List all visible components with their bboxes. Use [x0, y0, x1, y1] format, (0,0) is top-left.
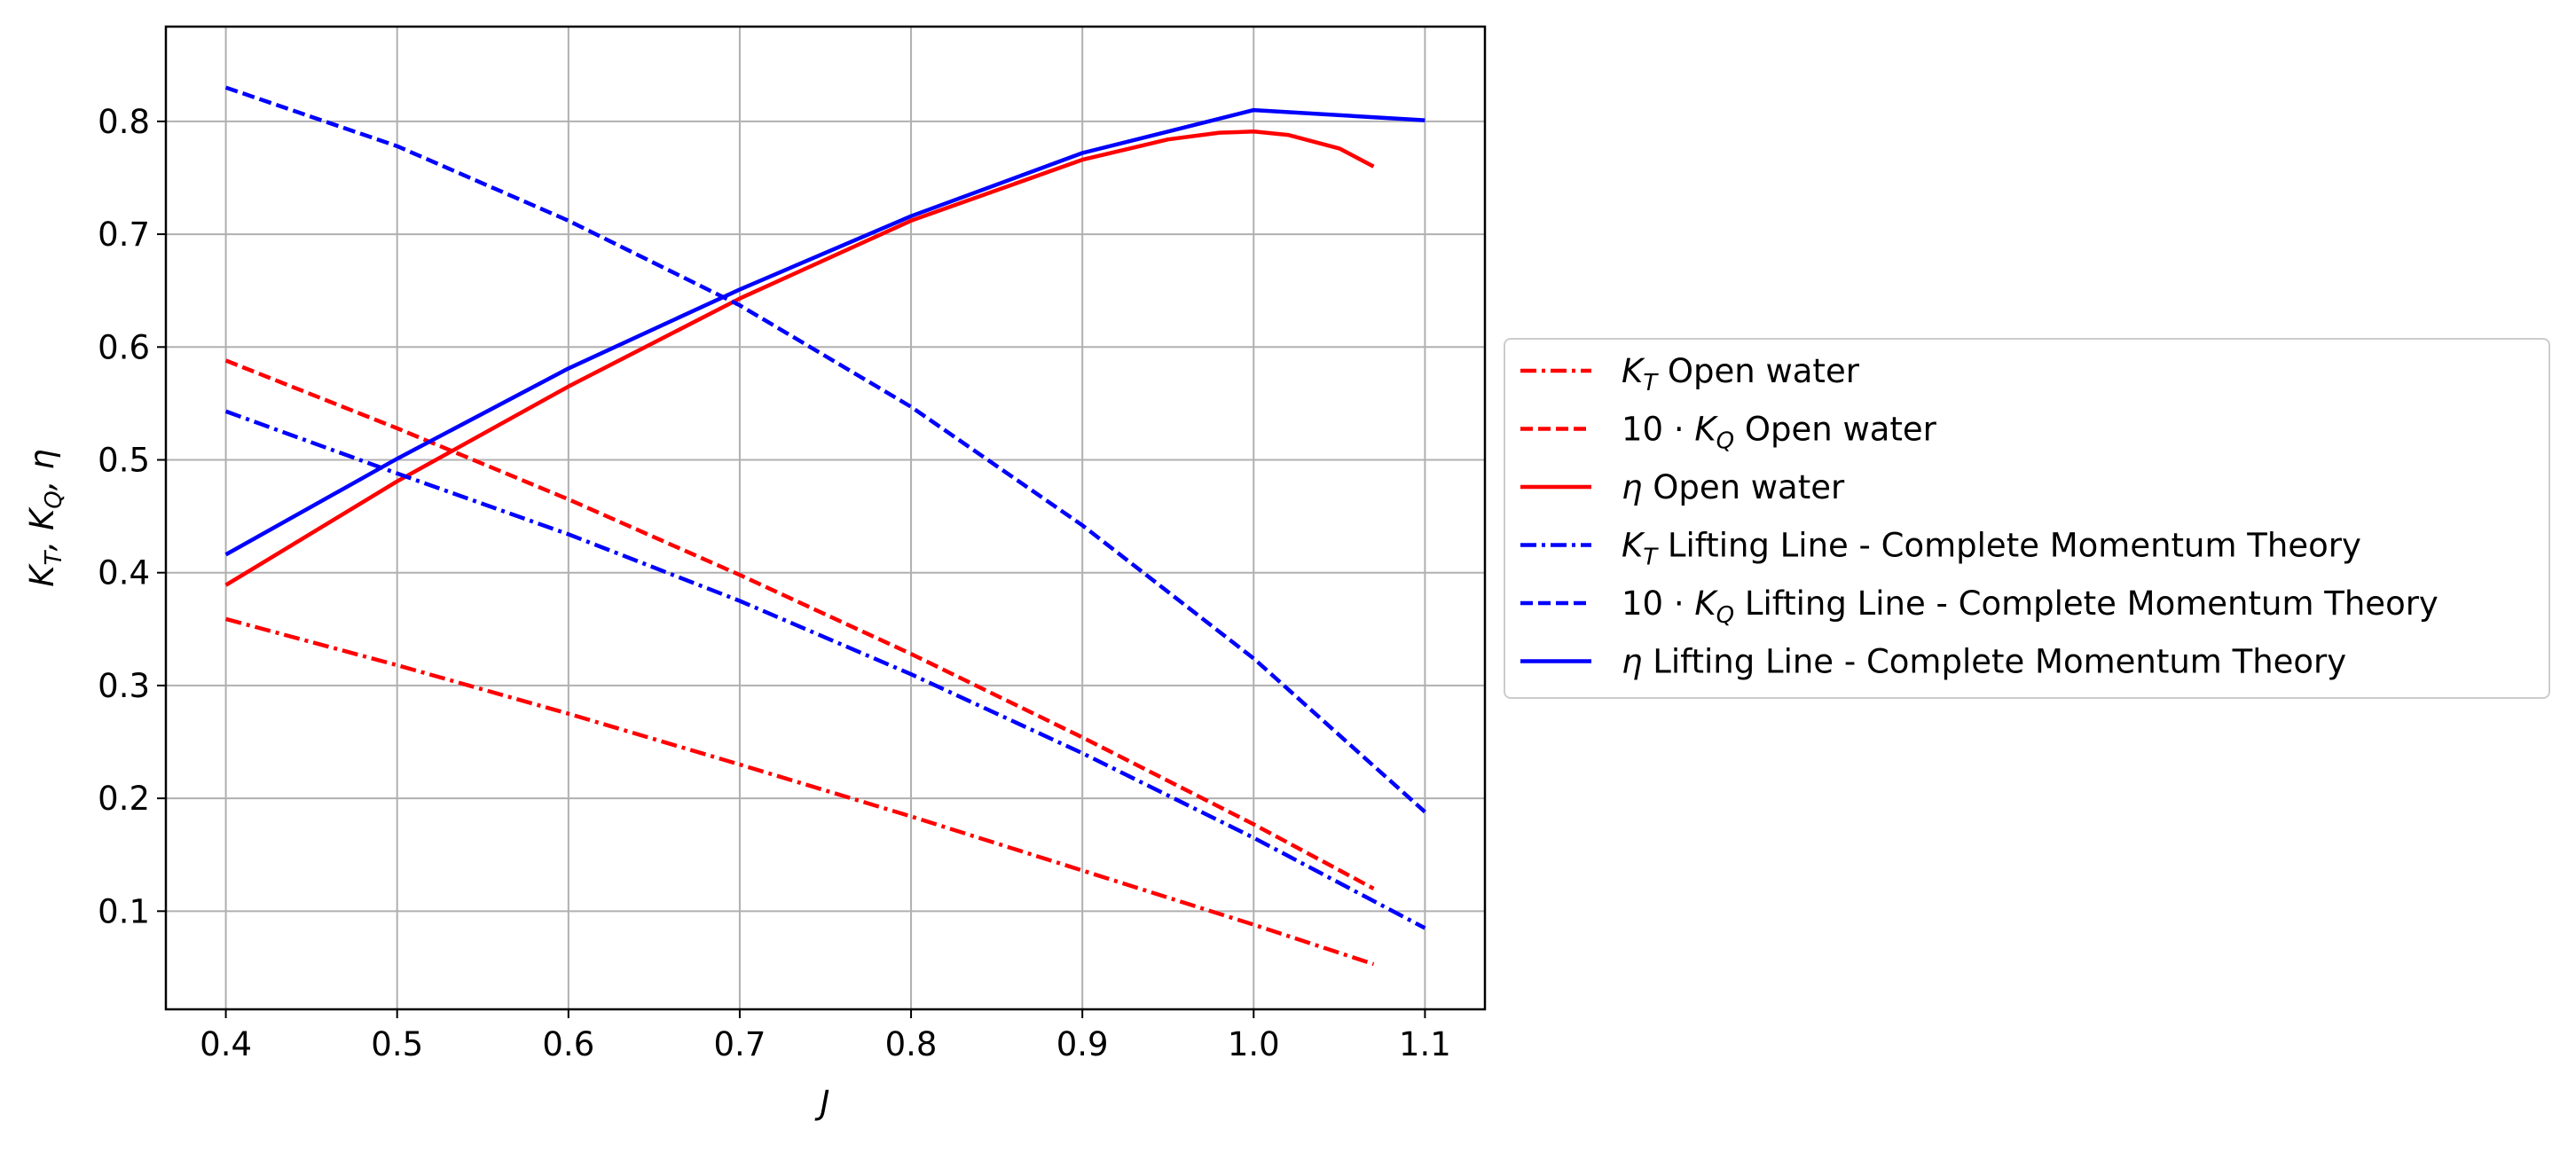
y-axis-label-sub-1: Q: [41, 490, 67, 508]
legend-label-5: η Lifting Line - Complete Momentum Theor…: [1622, 643, 2346, 681]
legend-rest-5: Lifting Line - Complete Momentum Theory: [1642, 643, 2346, 681]
x-tick-label-1: 0.5: [371, 1025, 423, 1063]
series-line-3: [224, 409, 1426, 930]
y-axis-label-sep-0: ,: [23, 530, 61, 552]
y-tick-label-0: 0.1: [98, 892, 150, 930]
legend-label-3: KT Lifting Line - Complete Momentum Theo…: [1622, 527, 2361, 571]
y-axis-label-sub-0: T: [41, 549, 67, 565]
legend-symbol-3: K: [1622, 527, 1645, 565]
legend-sub-4: Q: [1716, 602, 1734, 629]
legend-label-0: KT Open water: [1622, 352, 1860, 396]
y-axis-label: KT, KQ, η: [23, 449, 67, 586]
x-tick-label-4: 0.8: [885, 1025, 938, 1063]
legend-prefix-1: 10 ·: [1622, 411, 1694, 449]
grid: [166, 27, 1485, 1009]
y-tick-label-6: 0.7: [98, 216, 150, 254]
plot-frame: [164, 25, 1487, 1011]
axis-ticks: 0.4 0.5 0.6 0.7 0.8 0.9 1.0 1.1 0.1 0.2 0.3 0.4 0.5 0…: [98, 103, 1451, 1063]
x-tick-label-5: 0.9: [1056, 1025, 1109, 1063]
y-tick-label-7: 0.8: [98, 103, 150, 141]
series-line-4: [224, 85, 1426, 814]
x-tick-label-0: 0.4: [200, 1025, 252, 1063]
legend-sub-3: T: [1643, 545, 1659, 571]
legend-rest-4: Lifting Line - Complete Momentum Theory: [1734, 584, 2439, 623]
legend-sub-0: T: [1643, 370, 1659, 396]
legend-rest-3: Lifting Line - Complete Momentum Theory: [1657, 527, 2361, 565]
series-line-5: [224, 107, 1425, 557]
plot-lines: [224, 85, 1426, 967]
legend-symbol-2: η: [1622, 468, 1642, 506]
legend-rest-2: Open water: [1642, 468, 1845, 506]
x-tick-label-7: 1.1: [1399, 1025, 1451, 1063]
y-tick-label-2: 0.3: [98, 667, 150, 705]
x-tick-label-6: 1.0: [1228, 1025, 1280, 1063]
y-tick-label-1: 0.2: [98, 780, 150, 818]
y-tick-label-4: 0.5: [98, 441, 150, 479]
legend-rest-1: Open water: [1734, 411, 1937, 449]
legend-symbol-5: η: [1622, 643, 1642, 681]
x-tick-label-2: 0.6: [542, 1025, 594, 1063]
legend-prefix-4: 10 ·: [1622, 584, 1694, 623]
y-axis-label-part-2: η: [23, 449, 61, 469]
legend-label-2: η Open water: [1622, 468, 1845, 506]
legend-label-1: 10 · KQ Open water: [1622, 411, 1937, 455]
y-axis-label-sep-1: ,: [23, 470, 61, 491]
legend-symbol-0: K: [1622, 352, 1645, 390]
series-line-1: [224, 358, 1375, 890]
legend-box: [1504, 338, 2550, 699]
series-line-2: [224, 129, 1375, 587]
legend-symbol-1: K: [1694, 411, 1718, 449]
y-axis-label-part-0: K: [23, 563, 61, 587]
legend-rest-0: Open water: [1657, 352, 1860, 390]
y-axis-label-part-1: K: [23, 506, 61, 530]
y-tick-label-5: 0.6: [98, 328, 150, 366]
x-tick-label-3: 0.7: [714, 1025, 766, 1063]
legend-sub-1: Q: [1716, 428, 1734, 455]
legend-label-4: 10 · KQ Lifting Line - Complete Momentum…: [1622, 584, 2439, 629]
y-tick-label-3: 0.4: [98, 554, 150, 592]
legend-symbol-4: K: [1694, 584, 1718, 623]
